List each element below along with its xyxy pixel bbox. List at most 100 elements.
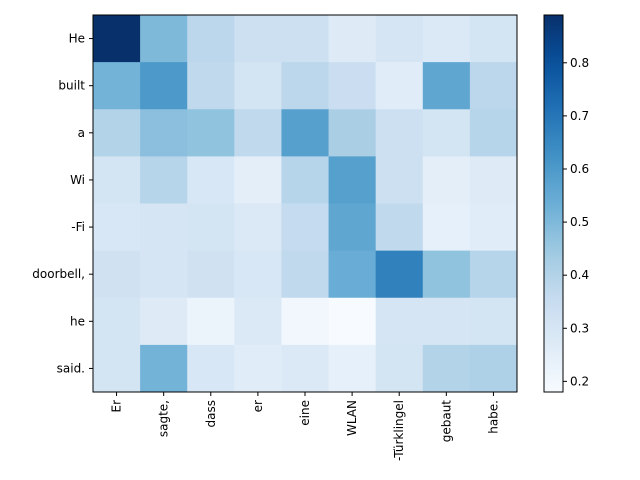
heatmap-cell-1-6 — [375, 62, 424, 110]
x-tick-label: gebaut — [439, 400, 453, 443]
heatmap-cell-2-3 — [234, 109, 282, 157]
colorbar-tick-label: 0.2 — [570, 374, 589, 388]
heatmap-cell-5-0 — [93, 250, 141, 299]
heatmap-cell-5-3 — [234, 250, 282, 299]
colorbar-tick-label: 0.4 — [570, 268, 589, 282]
heatmap-cell-4-8 — [469, 203, 518, 252]
heatmap-cell-3-5 — [328, 156, 377, 205]
heatmap-cell-0-1 — [140, 15, 188, 63]
x-axis: Er sagte, dass er eine WLAN -Türklingel gebaut h… — [110, 392, 500, 461]
heatmap-cell-2-5 — [328, 109, 377, 157]
colorbar-tick-label: 0.3 — [570, 321, 589, 335]
x-tick-label: habe. — [486, 400, 500, 434]
colorbar-tick-label: 0.5 — [570, 215, 589, 229]
heatmap-cell-3-4 — [281, 156, 330, 205]
heatmap-cell-7-7 — [422, 344, 471, 393]
x-tick-label: -Türklingel — [392, 400, 406, 461]
y-tick-label: He — [69, 32, 85, 46]
heatmap-cell-3-8 — [469, 156, 518, 205]
heatmap-cell-6-8 — [469, 297, 518, 346]
heatmap-cell-6-6 — [375, 297, 424, 346]
heatmap-cell-5-7 — [422, 250, 471, 299]
heatmap-cell-5-2 — [187, 250, 235, 299]
y-tick-label: a — [78, 126, 85, 140]
heatmap-cell-4-0 — [93, 203, 141, 252]
colorbar-tick-label: 0.8 — [570, 56, 589, 70]
heatmap-cell-4-2 — [187, 203, 235, 252]
y-tick-label: he — [70, 314, 85, 328]
heatmap-cell-3-0 — [93, 156, 141, 205]
heatmap-cell-6-2 — [187, 297, 235, 346]
x-tick-label: Er — [110, 400, 124, 413]
heatmap-cell-0-0 — [93, 15, 141, 63]
heatmap-cell-7-6 — [375, 344, 424, 393]
colorbar-tick-label: 0.6 — [570, 162, 589, 176]
heatmap-cell-4-7 — [422, 203, 471, 252]
heatmap-cell-6-5 — [328, 297, 377, 346]
y-tick-label: -Fi — [71, 220, 85, 234]
heatmap-cell-2-8 — [469, 109, 518, 157]
heatmap-cell-0-5 — [328, 15, 377, 63]
heatmap-cell-2-7 — [422, 109, 471, 157]
heatmap-cell-1-3 — [234, 62, 282, 110]
x-tick-label: eine — [298, 400, 312, 426]
heatmap-cell-4-4 — [281, 203, 330, 252]
heatmap-cell-1-8 — [469, 62, 518, 110]
heatmap-cell-6-4 — [281, 297, 330, 346]
heatmap-cell-2-2 — [187, 109, 235, 157]
heatmap-cell-0-3 — [234, 15, 282, 63]
heatmap-cell-3-1 — [140, 156, 188, 205]
heatmap-cell-6-0 — [93, 297, 141, 346]
heatmap-cell-7-2 — [187, 344, 235, 393]
colorbar — [543, 14, 564, 393]
heatmap-cell-4-1 — [140, 203, 188, 252]
y-tick-label: doorbell, — [32, 267, 85, 281]
heatmap-cell-4-6 — [375, 203, 424, 252]
heatmap-cells — [93, 15, 518, 393]
heatmap-cell-1-0 — [93, 62, 141, 110]
heatmap-cell-6-3 — [234, 297, 282, 346]
heatmap-cell-0-8 — [469, 15, 518, 63]
heatmap-cell-3-2 — [187, 156, 235, 205]
heatmap-cell-4-3 — [234, 203, 282, 252]
heatmap-cell-1-2 — [187, 62, 235, 110]
heatmap-cell-4-5 — [328, 203, 377, 252]
heatmap-cell-1-5 — [328, 62, 377, 110]
heatmap-cell-7-8 — [469, 344, 518, 393]
colorbar-tick-label: 0.7 — [570, 109, 589, 123]
x-tick-label: er — [251, 400, 265, 412]
heatmap-cell-1-1 — [140, 62, 188, 110]
heatmap-cell-1-4 — [281, 62, 330, 110]
heatmap-cell-3-3 — [234, 156, 282, 205]
heatmap-cell-0-7 — [422, 15, 471, 63]
x-tick-label: dass — [204, 400, 218, 427]
heatmap-cell-7-4 — [281, 344, 330, 393]
heatmap-cell-0-6 — [375, 15, 424, 63]
heatmap-cell-7-5 — [328, 344, 377, 393]
y-tick-label: Wi — [70, 173, 85, 187]
heatmap-cell-2-0 — [93, 109, 141, 157]
heatmap-cell-6-7 — [422, 297, 471, 346]
heatmap-cell-7-0 — [93, 344, 141, 393]
x-tick-label: sagte, — [157, 400, 171, 437]
heatmap-cell-2-1 — [140, 109, 188, 157]
heatmap-cell-0-2 — [187, 15, 235, 63]
y-tick-label: said. — [57, 361, 85, 375]
heatmap-cell-3-7 — [422, 156, 471, 205]
heatmap-cell-5-4 — [281, 250, 330, 299]
heatmap-cell-3-6 — [375, 156, 424, 205]
heatmap-cell-5-6 — [375, 250, 424, 299]
heatmap-cell-1-7 — [422, 62, 471, 110]
heatmap-cell-6-1 — [140, 297, 188, 346]
y-axis: He built a Wi -Fi doorbell, he said. — [32, 32, 93, 375]
heatmap-cell-2-6 — [375, 109, 424, 157]
heatmap-cell-5-5 — [328, 250, 377, 299]
colorbar-axis: 0.2 0.3 0.4 0.5 0.6 0.7 0.8 — [563, 56, 589, 388]
heatmap-cell-0-4 — [281, 15, 330, 63]
heatmap-cell-5-8 — [469, 250, 518, 299]
heatmap-cell-7-3 — [234, 344, 282, 393]
heatmap-cell-7-1 — [140, 344, 188, 393]
y-tick-label: built — [58, 79, 85, 93]
heatmap-cell-2-4 — [281, 109, 330, 157]
